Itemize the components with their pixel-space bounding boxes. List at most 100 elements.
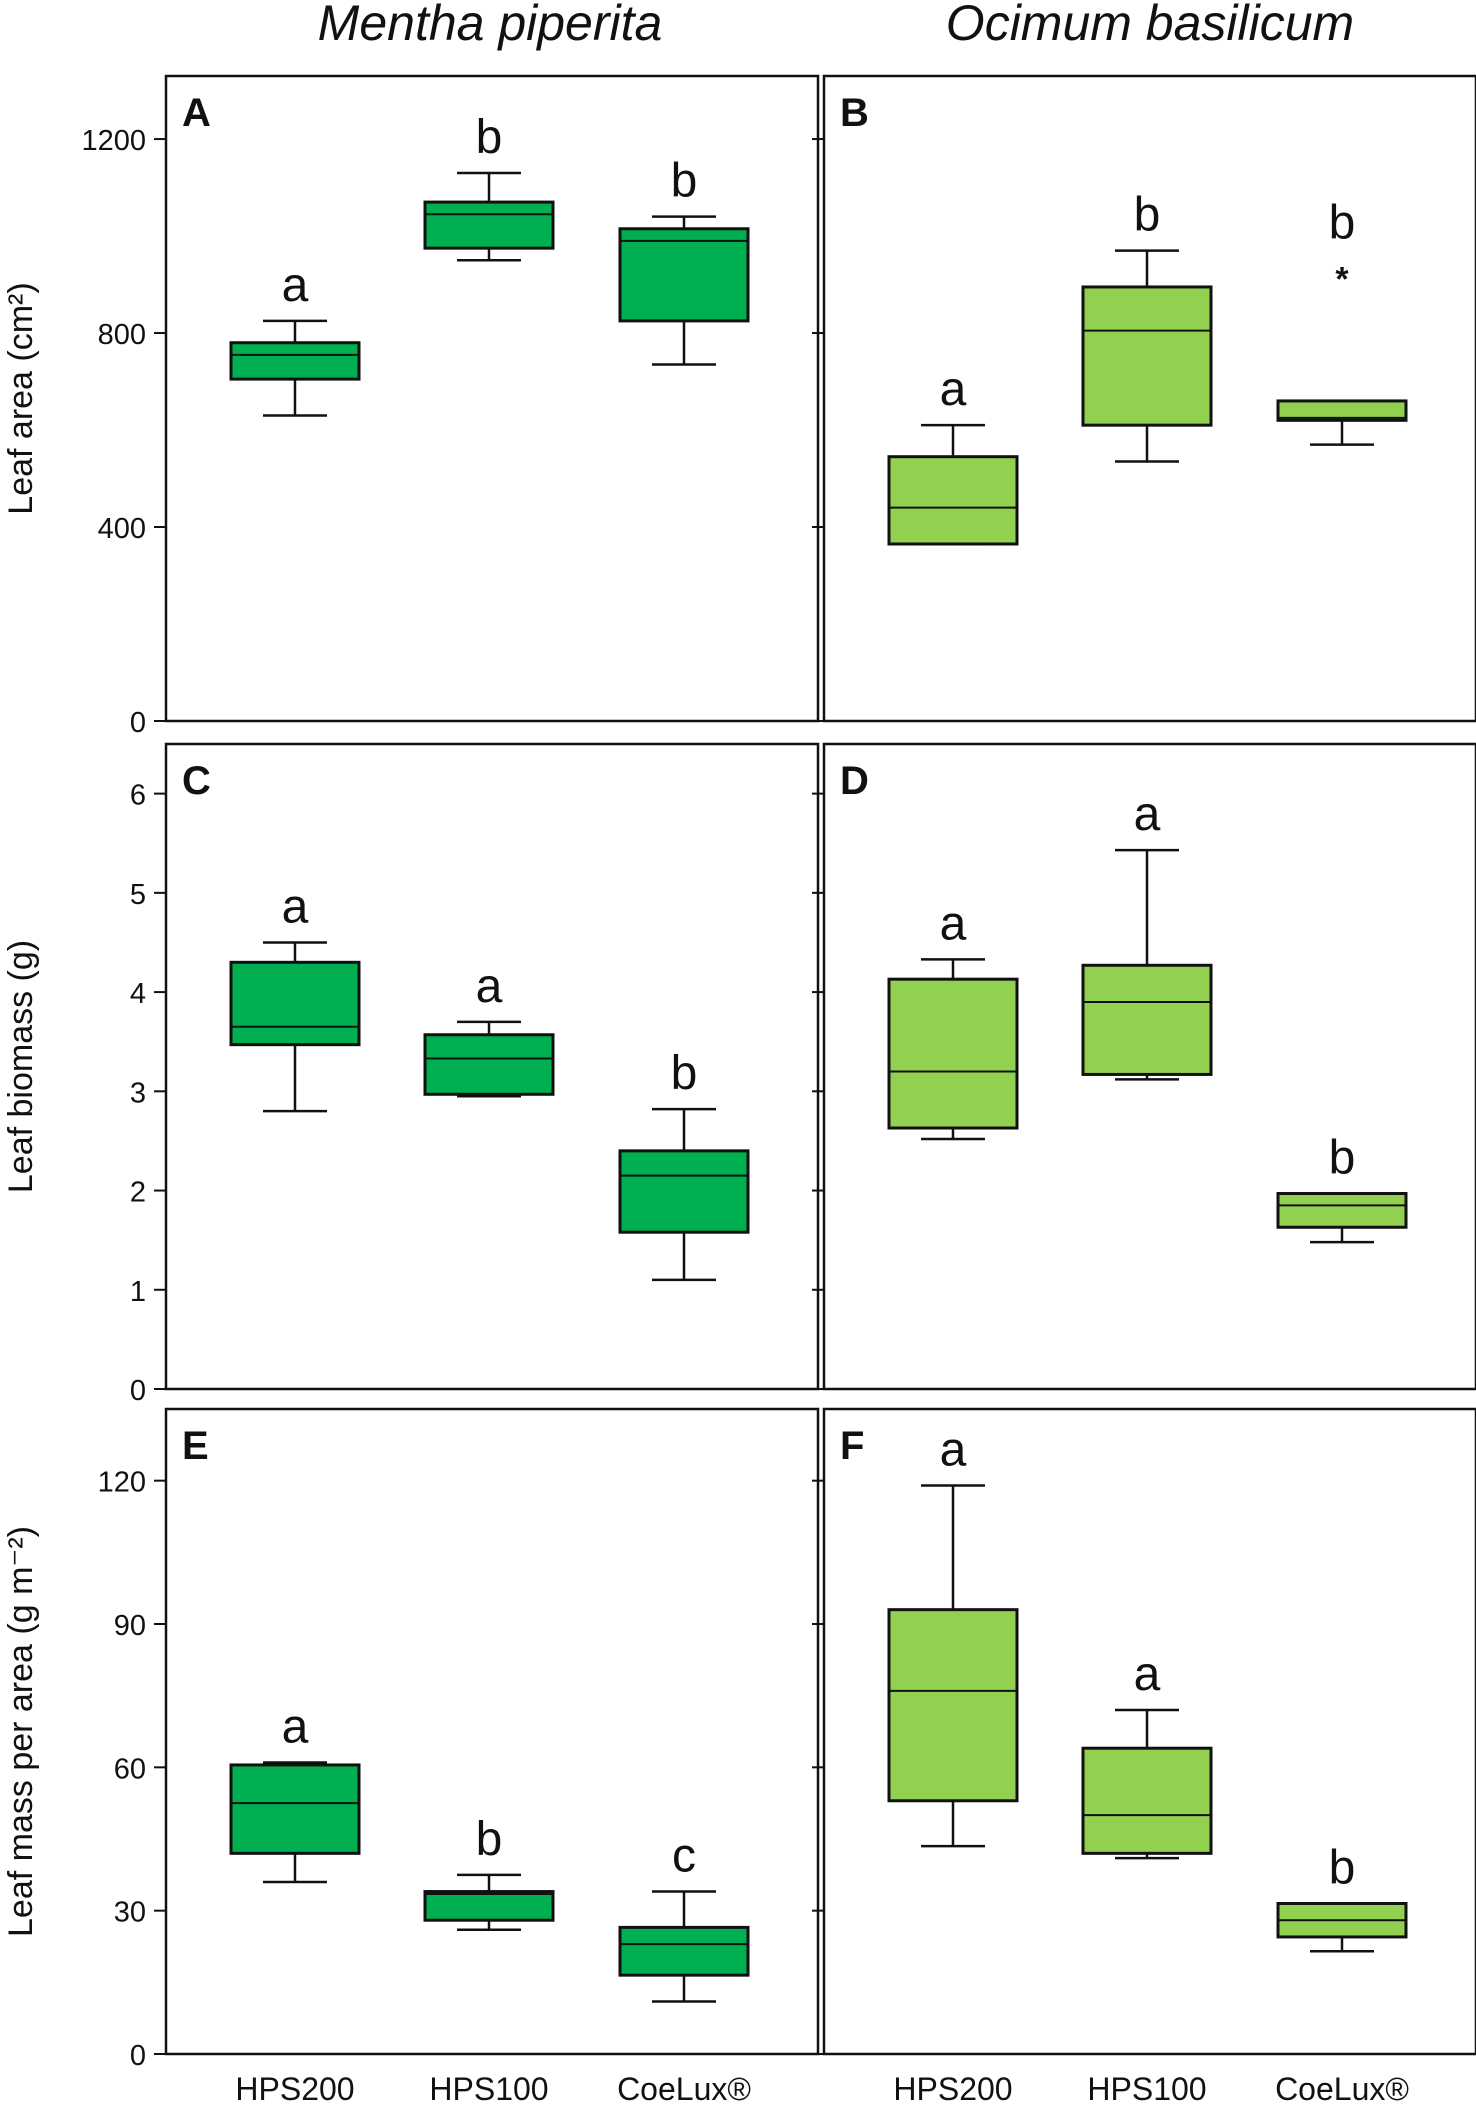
box-b-2: b [1081, 189, 1213, 463]
panel-frame [822, 1407, 1476, 2056]
box-iqr [1081, 963, 1213, 1076]
y-tick-label: 800 [98, 319, 146, 351]
panel-frame [822, 742, 1476, 1391]
y-axis-label: Leaf biomass (g) [2, 940, 40, 1193]
significance-letter: a [1134, 1648, 1161, 1701]
panel-letter: C [182, 759, 211, 803]
y-tick-label: 1 [130, 1276, 146, 1308]
box-iqr [423, 1033, 555, 1096]
significance-letter: a [940, 897, 967, 950]
box-iqr [887, 1608, 1019, 1803]
box-e-3: c [618, 1830, 750, 2003]
y-axis-label: Leaf area (cm²) [2, 282, 40, 514]
significance-letter: a [940, 363, 967, 416]
box-iqr [618, 227, 750, 323]
panel-letter: F [840, 1424, 864, 1468]
box-iqr [887, 455, 1019, 546]
outlier-marker: * [1335, 260, 1349, 298]
significance-letter: a [282, 880, 309, 933]
box-f-3: b [1276, 1842, 1408, 1953]
significance-letter: a [940, 1423, 967, 1476]
x-tick-label: HPS200 [235, 2071, 354, 2107]
significance-letter: b [476, 1813, 503, 1866]
box-iqr [423, 1890, 555, 1922]
y-tick-label: 60 [114, 1753, 146, 1785]
panel-frame [822, 74, 1476, 723]
box-iqr [229, 1763, 361, 1855]
y-axis-label: Leaf mass per area (g m⁻²) [2, 1526, 40, 1937]
y-tick-label: 5 [130, 879, 146, 911]
box-iqr [1276, 1192, 1408, 1229]
y-tick-label: 120 [98, 1467, 146, 1499]
box-c-3: b [618, 1047, 750, 1282]
significance-letter: b [476, 111, 503, 164]
box-a-3: b [618, 155, 750, 366]
box-iqr [229, 341, 361, 381]
significance-letter: a [476, 960, 503, 1013]
box-b-3: *b [1276, 196, 1408, 446]
y-tick-label: 30 [114, 1897, 146, 1929]
significance-letter: c [672, 1830, 696, 1883]
box-d-3: b [1276, 1132, 1408, 1244]
panel-letter: D [840, 759, 869, 803]
panel-letter: E [182, 1424, 209, 1468]
panel-frame [164, 74, 820, 723]
panel-letter: B [840, 91, 869, 135]
significance-letter: b [671, 1047, 698, 1100]
significance-letter: b [671, 155, 698, 208]
significance-letter: a [1134, 788, 1161, 841]
y-tick-label: 0 [130, 2040, 146, 2072]
box-e-1: a [229, 1701, 361, 1884]
box-c-2: a [423, 960, 555, 1098]
significance-letter: b [1134, 189, 1161, 242]
panel-letter: A [182, 91, 211, 135]
box-iqr [1276, 399, 1408, 422]
x-tick-label: CoeLux® [617, 2071, 751, 2107]
panel-a: A 0 400 800 1200 Leaf area (cm²) a b b [2, 74, 820, 739]
box-b-1: a [887, 363, 1019, 546]
box-iqr [229, 960, 361, 1047]
panel-b: Bab*b [812, 74, 1476, 723]
box-iqr [887, 977, 1019, 1130]
box-iqr [1081, 285, 1213, 427]
box-e-2: b [423, 1813, 555, 1932]
box-iqr [618, 1149, 750, 1234]
significance-letter: a [282, 1701, 309, 1754]
panel-c: C 0 1 2 3 4 5 6 Leaf biomass (g) a a b [2, 742, 820, 1407]
box-iqr [1081, 1746, 1213, 1855]
y-tick-label: 400 [98, 513, 146, 545]
panel-frame [164, 1407, 820, 2056]
y-tick-label: 1200 [81, 125, 146, 157]
x-tick-label: HPS100 [429, 2071, 548, 2107]
column-title-ocimum: Ocimum basilicum [946, 0, 1354, 51]
x-tick-label: HPS100 [1087, 2071, 1206, 2107]
y-tick-label: 6 [130, 780, 146, 812]
y-tick-label: 4 [130, 978, 146, 1010]
y-tick-label: 2 [130, 1177, 146, 1209]
box-c-1: a [229, 880, 361, 1113]
significance-letter: b [1329, 1132, 1356, 1185]
box-iqr [423, 200, 555, 250]
box-iqr [618, 1925, 750, 1977]
column-title-mentha: Mentha piperita [318, 0, 663, 51]
box-f-2: a [1081, 1648, 1213, 1860]
significance-letter: b [1329, 1842, 1356, 1895]
x-tick-label: HPS200 [893, 2071, 1012, 2107]
box-d-1: a [887, 897, 1019, 1141]
box-d-2: a [1081, 788, 1213, 1081]
y-tick-label: 0 [130, 707, 146, 739]
y-tick-label: 0 [130, 1375, 146, 1407]
box-f-1: a [887, 1423, 1019, 1848]
y-tick-label: 3 [130, 1077, 146, 1109]
box-a-1: a [229, 259, 361, 417]
panel-e: E 0 30 60 90 120 Leaf mass per area (g m⁻²) a b c… [2, 1407, 820, 2107]
panel-frame [164, 742, 820, 1391]
y-tick-label: 90 [114, 1610, 146, 1642]
box-a-2: b [423, 111, 555, 262]
significance-letter: b [1329, 196, 1356, 249]
x-tick-label: CoeLux® [1275, 2071, 1409, 2107]
panel-d: Da a b [812, 742, 1476, 1391]
